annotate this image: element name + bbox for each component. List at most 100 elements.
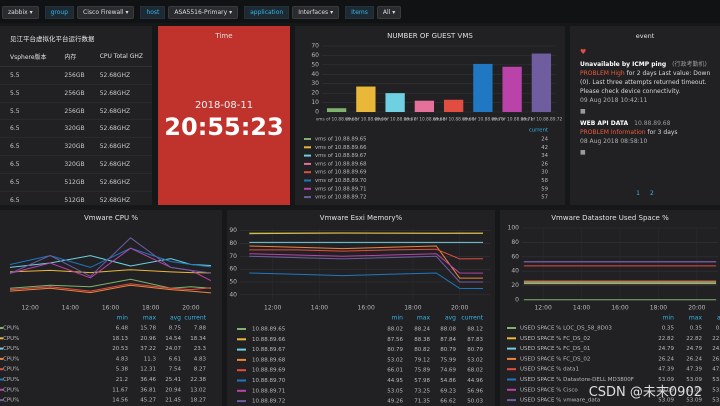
legend-label: vms of 10.88.89.67 — [315, 153, 367, 159]
legend-value: 30 — [541, 170, 548, 176]
variable-picker[interactable]: Interfaces — [292, 5, 340, 19]
time-title: Time — [214, 32, 232, 40]
legend-label: 10.88.89.71 — [252, 388, 285, 394]
variable-picker[interactable]: ASA5516-Primary — [168, 5, 239, 19]
panel-title: NUMBER OF GUEST VMS — [387, 32, 473, 40]
page-link[interactable]: 2 — [650, 190, 654, 197]
legend-label: 10.88.89.68 — [252, 357, 286, 363]
legend-value: 23.3 — [194, 346, 207, 352]
legend-value: 53.09 — [712, 398, 720, 404]
y-tick-label: 0 — [515, 297, 519, 304]
legend-label: 10.88.89.72 — [252, 399, 285, 405]
legend-label: 10.88.89.69 — [252, 368, 286, 374]
legend-value: 74.69 — [440, 368, 456, 374]
legend-value: 88.24 — [414, 327, 430, 333]
y-tick-label: 50 — [229, 279, 237, 286]
series-line — [9, 278, 212, 289]
table-cell: 512GB — [54, 173, 90, 192]
legend-header: avg — [445, 315, 456, 322]
x-tick-label: 12:00 — [534, 305, 551, 312]
legend-value: 24.79 — [712, 346, 720, 352]
page-link[interactable]: 1 — [636, 190, 640, 197]
y-tick-label: 30 — [311, 80, 319, 87]
table-panel: 见江平台虚拟化平台运行数据 Vsphere版本 内存 CPU Total GHZ 5.… — [0, 26, 152, 205]
table-row: 6.5 512GB 52.68GHZ — [0, 173, 152, 192]
legend-label: 10.88.89.67 — [252, 347, 286, 353]
legend-value: 53.09 — [658, 398, 674, 404]
legend-label: vms of 10.88.89.66 — [315, 145, 367, 151]
x-tick-label: vms of 10.88.89.70 — [462, 117, 504, 123]
legend-label: 10.88.89.66 — [252, 337, 286, 343]
legend-value: 26.24 — [658, 356, 674, 362]
legend-value: 53.09 — [712, 377, 720, 383]
legend-value: 26.24 — [712, 356, 720, 362]
clock: 20:55:23 — [164, 113, 283, 141]
legend-value: 57.98 — [414, 378, 430, 384]
table-row: 6.5 320GB 52.68GHZ — [0, 137, 152, 156]
legend-value: 0.35 — [662, 326, 675, 332]
column-header: 内存 — [54, 46, 90, 67]
event-host: 10.88.89.68 — [634, 120, 671, 127]
x-tick-label: 12:00 — [21, 305, 38, 312]
table-cell: 5.5 — [0, 84, 55, 103]
legend-value: 87.84 — [440, 337, 456, 343]
y-tick-label: 60 — [229, 266, 237, 273]
x-tick-label: 18:00 — [142, 305, 159, 312]
column-header: CPU Total GHZ — [89, 46, 152, 67]
event-head: Unavailable by ICMP ping (行政考勤机) — [580, 60, 720, 69]
legend-label: CPU% — [3, 398, 19, 404]
x-tick-label: 14:00 — [311, 305, 328, 312]
x-tick-label: 16:00 — [102, 305, 119, 312]
bar — [326, 108, 347, 112]
legend-value: 50.03 — [467, 399, 483, 405]
legend-value: 22.82 — [686, 336, 702, 342]
legend-label: USED SPACE % Cisco — [520, 387, 578, 393]
legend-value: 14.54 — [165, 336, 181, 342]
legend-value: 88.12 — [467, 327, 483, 333]
event-list: Unavailable by ICMP ping (行政考勤机) PROBLEM H… — [570, 57, 720, 157]
event-head: WEB API DATA 10.88.89.68 — [580, 119, 720, 128]
datasource-picker[interactable]: zabbix — [2, 5, 39, 19]
legend-value: 8.75 — [169, 326, 182, 332]
panel-title: 见江平台虚拟化平台运行数据 — [10, 35, 95, 43]
legend-value: 6.48 — [116, 326, 129, 332]
x-tick-label: vms of 10.88.89.68 — [403, 117, 445, 123]
legend-header: current — [184, 315, 206, 322]
table-body: 5.5 256GB 52.68GHZ 5.5 256GB 52.68GHZ 5.5 256GB… — [0, 66, 152, 205]
table-cell: 52.68GHZ — [89, 173, 152, 192]
legend-header: max — [689, 315, 703, 322]
x-tick-label: vms of 10.88.89.71 — [491, 117, 533, 123]
cpu-panel-bg — [0, 210, 222, 406]
legend-value: 24.07 — [165, 346, 181, 352]
event-severity: Information — [610, 129, 646, 136]
legend-value: 53.09 — [712, 387, 720, 393]
legend-value: 6.61 — [169, 356, 181, 362]
watermark: CSDN @未末0902 — [588, 385, 702, 400]
event-detail: Last value: Down (0). Last three attempt… — [580, 70, 711, 95]
legend-value: 26.24 — [686, 356, 702, 362]
x-tick-label: 18:00 — [650, 305, 667, 312]
legend-value: 4.83 — [116, 356, 129, 362]
legend-value: 5.38 — [116, 367, 129, 373]
legend-value: 87.83 — [467, 337, 483, 343]
x-tick-label: 14:00 — [62, 305, 79, 312]
legend-value: 66.62 — [440, 399, 456, 405]
table-row: 6.5 320GB 52.68GHZ — [0, 155, 152, 174]
legend-header: max — [417, 315, 431, 322]
variable-picker[interactable]: All — [376, 5, 402, 19]
series-line — [9, 284, 212, 294]
legend-value: 7.88 — [194, 326, 207, 332]
legend-value: 4.83 — [194, 356, 207, 362]
event-panel: event ♥ Unavailable by ICMP ping (行政考勤机) P… — [570, 26, 720, 205]
variable-picker[interactable]: Cisco Firewall — [77, 5, 135, 19]
table-cell: 52.68GHZ — [89, 137, 152, 156]
legend-value: 0.35 — [690, 326, 703, 332]
legend-value: 34 — [541, 153, 548, 159]
x-tick-label: vms of 10.88.89.67 — [374, 117, 416, 123]
y-tick-label: 70 — [311, 43, 319, 50]
table-cell: 6.5 — [0, 155, 55, 174]
legend-label: USED SPACE % Datastore-DELL MD3800F — [520, 377, 634, 383]
legend-value: 18.13 — [112, 336, 128, 342]
legend-value: 87.56 — [387, 337, 403, 343]
